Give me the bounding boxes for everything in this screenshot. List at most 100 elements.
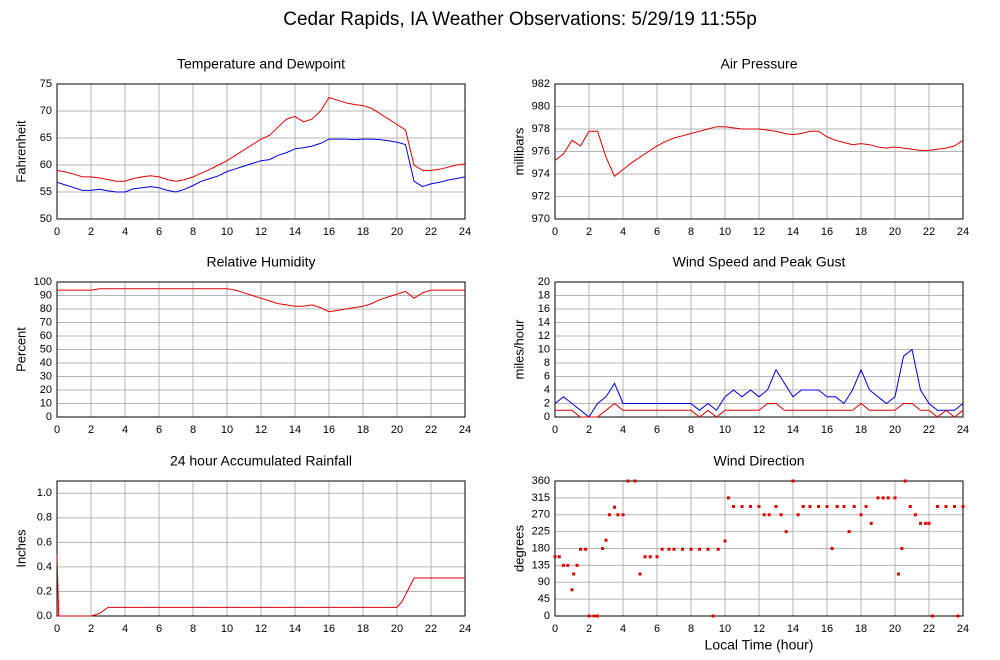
data-point [825,505,829,508]
data-point [732,505,735,508]
y-tick-label: 976 [532,145,550,157]
x-tick-label: 14 [289,623,301,635]
data-line [555,402,964,418]
data-line [56,138,466,193]
data-point [913,513,917,517]
x-tick-label: 12 [255,226,267,238]
x-tick-label: 16 [323,226,335,238]
data-point [779,513,783,517]
plot-frame [554,83,964,220]
x-tick-label: 0 [54,424,60,436]
x-tick-label: 0 [552,226,558,238]
x-tick-label: 12 [255,424,267,436]
x-tick-label: 6 [156,424,162,436]
data-line [554,126,964,178]
plot-frame [56,281,466,418]
data-point [570,588,574,592]
y-tick-label: 14 [538,316,550,328]
data-point [767,513,771,517]
x-tick-label: 0 [54,226,60,238]
page-title: Cedar Rapids, IA Weather Observations: 5… [283,9,757,30]
y-tick-label: 8 [544,357,550,369]
x-tick-label: 24 [957,424,969,436]
x-tick-label: 22 [923,623,935,635]
data-point [553,555,557,559]
x-tick-label: 14 [787,226,799,238]
y-tick-label: 0.8 [37,512,52,524]
x-tick-label: 6 [654,424,660,436]
data-point [808,505,812,508]
x-tick-label: 6 [654,226,660,238]
data-point [613,505,616,509]
x-tick-label: 8 [190,623,196,635]
data-point [774,505,778,508]
x-tick-label: 18 [855,623,867,635]
x-tick-label: 14 [787,424,799,436]
data-point [726,496,730,500]
x-tick-label: 24 [459,226,471,238]
data-point [633,479,637,483]
x-tick-label: 16 [323,424,335,436]
data-line [56,96,466,182]
y-tick-label: 0 [46,411,52,423]
x-tick-label: 4 [620,226,626,238]
x-tick-label: 12 [753,424,765,436]
x-tick-label: 20 [391,424,403,436]
data-point [711,614,715,618]
plot-frame [56,83,466,220]
y-tick-label: 0.0 [37,610,52,622]
y-tick-label: 2 [544,397,550,409]
x-tick-label: 8 [190,424,196,436]
x-tick-label: 4 [122,424,128,436]
data-point [716,547,720,551]
x-tick-label: 16 [821,424,833,436]
data-point [575,563,579,567]
y-axis-label: millibars [511,127,526,175]
data-point [900,547,904,550]
x-tick-label: 24 [957,226,969,238]
data-point [601,547,605,550]
data-point [587,614,591,618]
y-tick-label: 972 [532,190,550,202]
data-point [830,547,834,550]
data-point [757,505,761,508]
data-point [864,505,868,508]
data-point [566,563,570,567]
x-tick-label: 16 [821,623,833,635]
data-point [706,547,710,551]
y-tick-label: 4 [544,384,550,396]
y-tick-label: 80 [40,303,52,315]
data-point [672,547,676,551]
panel-title: Relative Humidity [207,254,316,270]
data-point [638,572,642,576]
x-tick-label: 14 [787,623,799,635]
data-point [660,547,664,551]
y-tick-label: 65 [40,132,52,144]
data-point [655,555,659,559]
data-point [944,505,948,508]
y-tick-label: 180 [532,542,550,554]
data-point [607,513,611,517]
x-tick-label: 0 [552,424,558,436]
data-point [908,505,912,508]
y-tick-label: 970 [532,213,550,225]
data-point [562,563,565,567]
y-tick-label: 20 [40,384,52,396]
x-axis-label: Local Time (hour) [705,637,814,653]
x-tick-label: 10 [719,623,731,635]
data-point [859,513,863,517]
y-tick-label: 0 [544,610,550,622]
data-point [919,521,922,525]
data-point [557,555,561,559]
y-tick-label: 315 [532,492,550,504]
x-tick-label: 10 [221,424,233,436]
data-point [835,505,839,508]
x-tick-label: 10 [719,424,731,436]
data-point [896,572,900,576]
y-tick-label: 135 [532,559,550,571]
panel-title: Wind Speed and Peak Gust [673,254,846,270]
x-tick-label: 6 [654,623,660,635]
x-tick-label: 8 [688,424,694,436]
data-point [626,479,630,483]
x-tick-label: 12 [753,226,765,238]
